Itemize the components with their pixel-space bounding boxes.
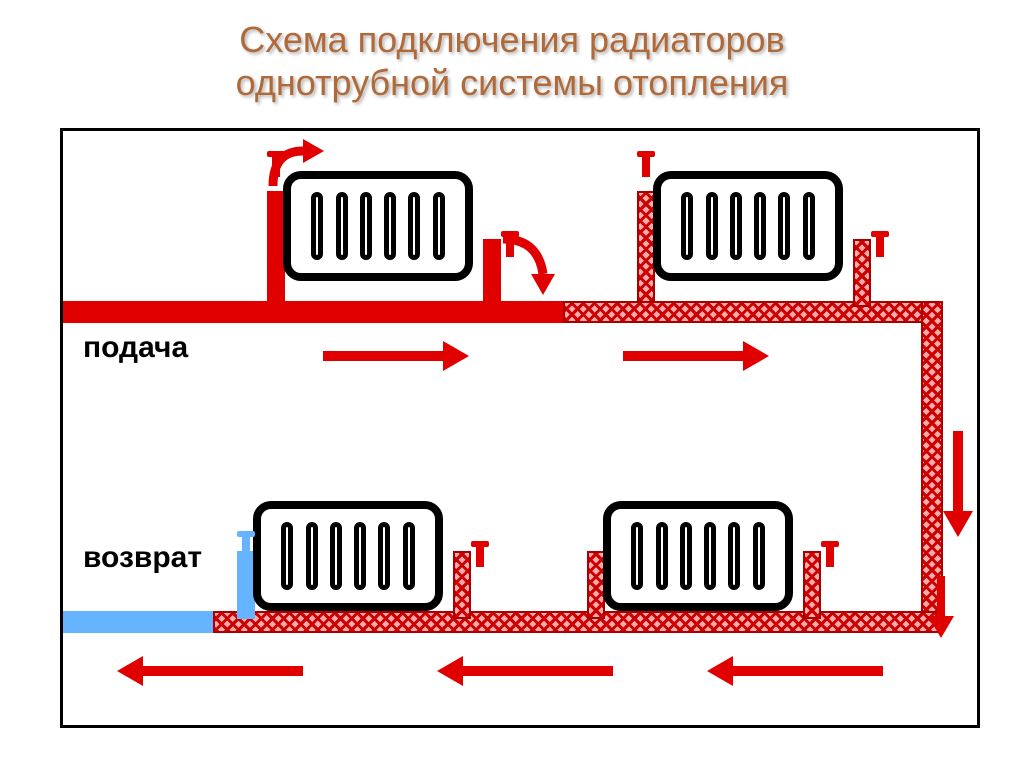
radiator-tube bbox=[354, 522, 366, 589]
title-line-2: однотрубной системы отопления bbox=[0, 61, 1024, 104]
pipe-hatched bbox=[453, 551, 471, 619]
return-label: возврат bbox=[83, 541, 202, 575]
valve bbox=[473, 537, 487, 567]
radiator-tube bbox=[680, 522, 692, 589]
radiator-tube bbox=[754, 192, 766, 259]
radiator-bot-right bbox=[603, 501, 793, 611]
valve bbox=[823, 537, 837, 567]
radiator-tube bbox=[408, 192, 420, 259]
radiator-tube bbox=[631, 522, 643, 589]
supply-label: подача bbox=[83, 331, 188, 365]
radiator-tube bbox=[681, 192, 693, 259]
flow-arrow bbox=[623, 341, 773, 371]
flow-arrow bbox=[113, 656, 303, 686]
radiator-tube bbox=[433, 192, 445, 259]
flow-arrow bbox=[926, 576, 956, 642]
radiator-tube bbox=[384, 192, 396, 259]
title-line-1: Схема подключения радиаторов bbox=[0, 18, 1024, 61]
flow-arrow bbox=[943, 431, 973, 541]
radiator-tube bbox=[378, 522, 390, 589]
radiator-tube bbox=[803, 192, 815, 259]
title-area: Схема подключения радиаторов однотрубной… bbox=[0, 0, 1024, 114]
valve bbox=[639, 147, 653, 177]
pipe-hatched bbox=[213, 611, 943, 633]
flow-arrow bbox=[433, 656, 613, 686]
pipe-return bbox=[63, 611, 213, 633]
flow-arrow bbox=[493, 229, 573, 299]
flow-arrow bbox=[703, 656, 883, 686]
flow-arrow bbox=[258, 136, 328, 196]
radiator-tube bbox=[330, 522, 342, 589]
radiator-tube bbox=[704, 522, 716, 589]
pipe-hatched bbox=[803, 551, 821, 619]
pipe-hatched bbox=[853, 239, 871, 307]
radiator-bot-left bbox=[253, 501, 443, 611]
valve bbox=[239, 527, 253, 557]
radiator-tube bbox=[753, 522, 765, 589]
valve bbox=[873, 227, 887, 257]
radiator-tube bbox=[706, 192, 718, 259]
diagram-frame: подача возврат bbox=[60, 128, 980, 728]
radiator-tube bbox=[360, 192, 372, 259]
radiator-tube bbox=[730, 192, 742, 259]
radiator-tube bbox=[403, 522, 415, 589]
flow-arrow bbox=[323, 341, 473, 371]
radiator-tube bbox=[306, 522, 318, 589]
radiator-tube bbox=[336, 192, 348, 259]
radiator-tube bbox=[728, 522, 740, 589]
radiator-tube bbox=[311, 192, 323, 259]
radiator-tube bbox=[281, 522, 293, 589]
diagram-canvas: подача возврат bbox=[63, 131, 977, 725]
radiator-tube bbox=[778, 192, 790, 259]
radiator-top-right bbox=[653, 171, 843, 281]
pipe-hatched bbox=[563, 301, 943, 323]
radiator-tube bbox=[656, 522, 668, 589]
